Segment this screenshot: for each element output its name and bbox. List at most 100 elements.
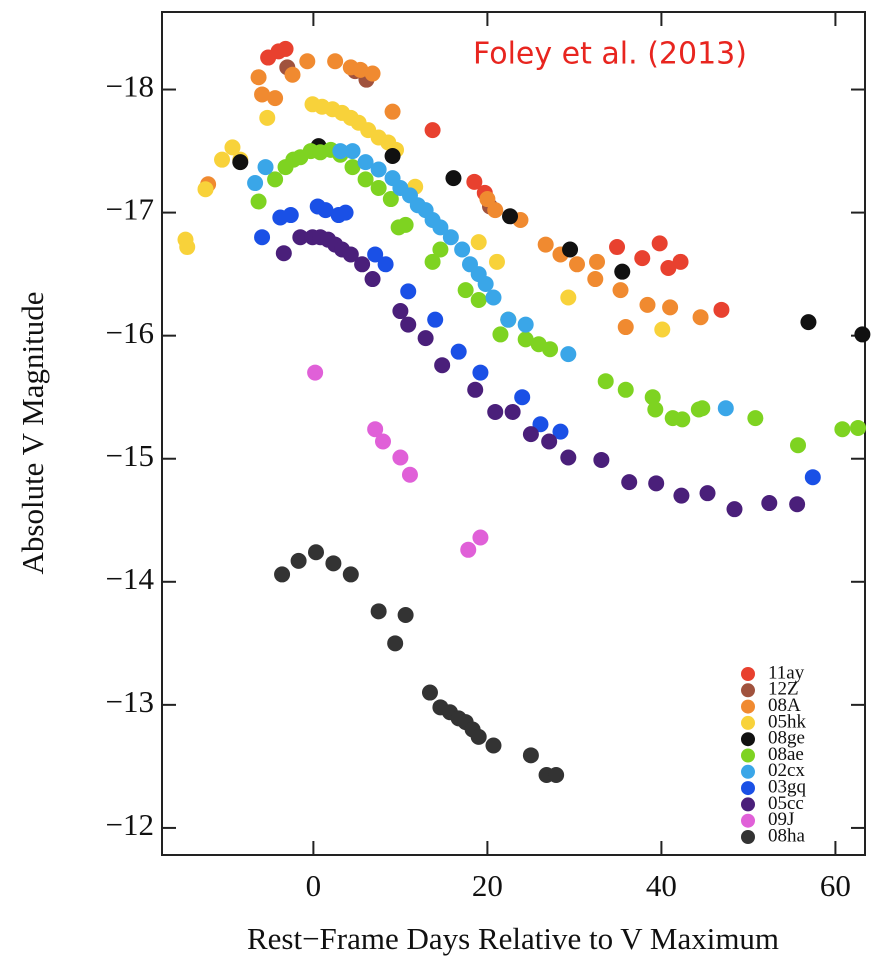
data-point <box>254 229 271 246</box>
legend-label: 05hk <box>768 711 807 732</box>
data-point <box>284 66 301 83</box>
x-axis-title: Rest−Frame Days Relative to V Maximum <box>247 921 779 956</box>
data-point <box>392 449 409 466</box>
data-point <box>834 421 851 438</box>
data-point <box>364 271 381 288</box>
data-point <box>267 171 284 188</box>
x-tick-label: 20 <box>472 868 503 903</box>
data-point <box>179 239 196 256</box>
data-point <box>790 437 807 454</box>
data-point <box>609 239 626 256</box>
data-point <box>400 283 417 300</box>
y-tick-label: −15 <box>106 438 154 473</box>
data-point <box>232 154 249 171</box>
data-point <box>367 246 384 263</box>
y-tick-label: −13 <box>106 684 154 719</box>
data-point <box>275 245 292 262</box>
data-point <box>457 282 474 299</box>
data-point <box>424 253 441 270</box>
legend-label: 03gq <box>768 776 807 797</box>
y-tick-label: −18 <box>106 69 154 104</box>
data-point <box>560 449 577 466</box>
data-point <box>342 566 359 583</box>
legend-label: 08ae <box>768 744 804 765</box>
data-point <box>337 204 354 221</box>
data-point <box>382 191 399 208</box>
data-point <box>487 403 504 420</box>
data-point <box>432 219 449 236</box>
data-point <box>726 501 743 518</box>
data-point <box>282 207 299 224</box>
data-point <box>517 316 534 333</box>
data-point <box>460 541 477 558</box>
data-point <box>617 381 634 398</box>
data-point <box>621 474 638 491</box>
data-point <box>500 311 517 328</box>
data-point <box>370 161 387 178</box>
data-point <box>522 747 539 764</box>
data-point <box>445 170 462 187</box>
y-tick-label: −17 <box>106 192 154 227</box>
data-point <box>250 193 267 210</box>
data-point <box>421 684 438 701</box>
data-point <box>432 241 449 258</box>
data-point <box>247 175 264 192</box>
data-point <box>377 256 394 273</box>
legend-marker <box>741 683 755 698</box>
legend-marker <box>741 781 755 796</box>
data-point <box>352 61 369 78</box>
data-point <box>850 419 867 436</box>
data-point <box>569 256 586 273</box>
data-point <box>587 271 604 288</box>
data-point <box>327 53 344 70</box>
legend-label: 12Z <box>768 679 799 700</box>
data-point <box>384 103 401 120</box>
data-point <box>401 466 418 483</box>
data-point <box>647 401 664 418</box>
data-point <box>472 529 489 546</box>
data-point <box>479 191 496 208</box>
legend-marker <box>741 732 755 747</box>
data-point <box>492 326 509 343</box>
data-point <box>470 234 487 251</box>
data-point <box>250 69 267 86</box>
data-point <box>466 173 483 190</box>
data-point <box>374 433 391 450</box>
legend-label: 08ha <box>768 825 806 846</box>
legend-marker <box>741 813 755 828</box>
data-point <box>364 65 381 82</box>
data-point <box>644 389 661 406</box>
data-point <box>542 341 559 358</box>
data-point <box>514 389 531 406</box>
data-point <box>854 326 871 343</box>
data-point <box>424 122 441 139</box>
data-point <box>384 147 401 164</box>
data-point <box>357 154 374 171</box>
data-point <box>502 208 519 225</box>
data-point <box>617 319 634 336</box>
data-point <box>552 423 569 440</box>
data-point <box>467 381 484 398</box>
legend-marker <box>741 715 755 730</box>
data-point <box>548 767 565 784</box>
data-point <box>397 607 414 624</box>
data-point <box>488 253 505 270</box>
data-point <box>651 235 668 252</box>
data-point <box>257 159 274 176</box>
data-point <box>597 373 614 390</box>
data-point <box>434 357 451 374</box>
data-point <box>692 309 709 326</box>
data-point <box>367 421 384 438</box>
data-point <box>589 253 606 270</box>
data-point <box>392 303 409 320</box>
data-point <box>259 109 276 126</box>
data-point <box>417 330 434 347</box>
legend-marker <box>741 748 755 763</box>
data-point <box>357 171 374 188</box>
data-point <box>470 291 487 308</box>
data-point <box>267 90 284 107</box>
legend-label: 11ay <box>768 662 805 683</box>
data-point <box>397 216 414 233</box>
